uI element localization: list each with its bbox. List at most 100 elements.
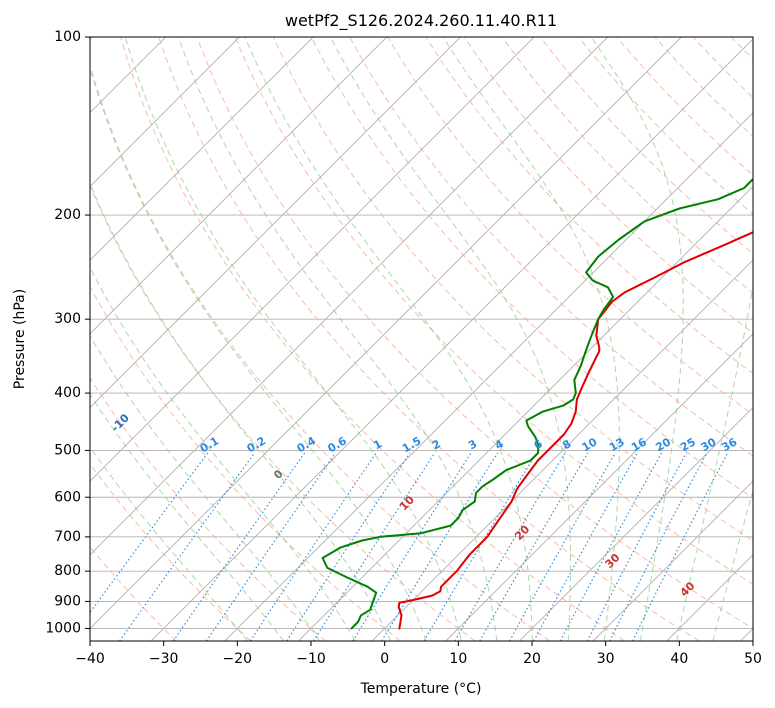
isobar-gridlines <box>90 37 753 629</box>
moist-adiabat-line <box>90 66 427 641</box>
dry-adiabat-line <box>654 37 753 138</box>
mixing-ratio-label: 25 <box>678 435 698 454</box>
y-tick-label: 600 <box>54 489 81 505</box>
dry-adiabat-line <box>578 37 753 215</box>
dry-adiabat-line <box>310 37 753 499</box>
isotherm-line <box>90 37 462 409</box>
mixing-ratio-line <box>352 452 472 641</box>
mixing-ratio-line <box>609 452 708 641</box>
dry-adiabat-label: -10 <box>109 411 132 434</box>
mixing-ratio-line <box>586 452 687 641</box>
mixing-ratio-line <box>205 452 336 641</box>
dry-adiabat-line <box>540 37 753 255</box>
mixing-ratio-line <box>312 452 436 641</box>
isotherm-line <box>90 37 241 188</box>
mixing-ratio-line <box>381 452 499 641</box>
y-tick-label: 800 <box>54 563 81 579</box>
moist-adiabat-label: 20 <box>512 523 532 543</box>
dry-adiabat-line <box>90 285 401 641</box>
isotherm-line <box>90 37 314 261</box>
isotherm-line <box>371 259 753 641</box>
x-tick-label: −30 <box>149 651 179 667</box>
mixing-ratio-line <box>509 452 616 641</box>
plot-area: -100-90-80-70-60-50-40-30-20-100.10.20.4… <box>90 37 775 641</box>
y-tick-label: 200 <box>54 207 81 223</box>
moist-adiabat-line <box>90 266 356 641</box>
dry-adiabat-line <box>90 463 252 641</box>
dry-adiabat-line <box>387 37 753 416</box>
mixing-ratio-label: 30 <box>699 435 719 454</box>
sounding-series <box>321 177 753 630</box>
dry-adiabat-line <box>234 37 753 585</box>
moist-adiabat-line <box>676 282 753 641</box>
mixing-ratio-line <box>479 452 589 641</box>
dry-adiabat-line <box>196 37 753 630</box>
isotherm-line <box>90 37 609 556</box>
y-tick-label: 900 <box>54 593 81 609</box>
moist-adiabat-line <box>329 37 571 641</box>
dry-adiabat-line <box>349 37 753 457</box>
moist-adiabat-line <box>244 37 533 641</box>
moist-adiabat-line <box>90 446 248 641</box>
mixing-ratio-line <box>286 452 411 641</box>
x-axis-ticks: −40 −30 −20 −10 0 10 20 30 40 50 <box>75 641 762 667</box>
x-tick-label: −20 <box>223 651 253 667</box>
mixing-ratio-label: 0.4 <box>295 434 319 455</box>
dewpoint-profile-line <box>321 177 753 630</box>
dry-adiabat-line <box>90 63 551 641</box>
mixing-ratio-label: 1.5 <box>400 434 423 455</box>
dry-adiabat-lines <box>90 37 775 641</box>
isotherm-line <box>445 333 753 641</box>
moist-adiabat-line <box>90 393 285 641</box>
x-tick-label: 10 <box>449 651 467 667</box>
moist-adiabat-line <box>90 334 320 641</box>
moist-adiabat-line <box>90 182 392 641</box>
isotherm-line <box>224 112 753 641</box>
mixing-ratio-label: 0.6 <box>326 434 350 455</box>
dry-adiabat-line <box>616 37 753 176</box>
moist-adiabat-line <box>124 37 462 641</box>
mixing-ratio-line <box>454 452 566 641</box>
mixing-ratio-label: 0.2 <box>245 434 268 455</box>
dry-adiabat-line <box>120 37 625 641</box>
dry-adiabat-line <box>692 37 753 99</box>
mixing-ratio-line <box>559 452 663 641</box>
isotherm-line <box>90 37 388 335</box>
y-tick-label: 300 <box>54 311 81 327</box>
plot-frame <box>89 36 754 642</box>
mixing-ratio-label: 20 <box>653 435 673 454</box>
x-tick-label: 0 <box>380 651 389 667</box>
y-tick-label: 1000 <box>45 620 81 636</box>
x-tick-label: −40 <box>75 651 105 667</box>
dry-adiabat-line <box>90 376 327 641</box>
mixing-ratio-line <box>90 452 209 614</box>
moist-adiabat-line <box>712 488 753 641</box>
x-tick-label: 20 <box>523 651 541 667</box>
isotherm-line <box>518 406 753 641</box>
mixing-ratio-line <box>119 452 256 641</box>
isotherm-line <box>297 185 753 641</box>
x-tick-label: −10 <box>296 651 326 667</box>
y-tick-label: 100 <box>54 29 81 45</box>
isotherm-line <box>666 554 753 641</box>
isotherm-line <box>592 480 753 641</box>
isopleth-labels: -100-90-80-70-60-50-40-30-20-100.10.20.4… <box>109 411 740 599</box>
temperature-profile-line <box>397 231 753 630</box>
x-tick-label: 30 <box>597 651 615 667</box>
mixing-ratio-label: 13 <box>607 435 627 454</box>
y-axis-label: Pressure (hPa) <box>12 289 28 389</box>
isotherm-line <box>90 37 535 482</box>
mixing-ratio-label: 10 <box>580 435 600 454</box>
dry-adiabat-line <box>501 37 753 294</box>
moist-adiabat-line <box>177 37 498 641</box>
x-axis-label: Temperature (°C) <box>360 681 482 697</box>
dry-adiabat-line <box>463 37 753 334</box>
x-tick-label: 40 <box>670 651 688 667</box>
dry-adiabat-line <box>90 184 476 641</box>
y-tick-label: 400 <box>54 385 81 401</box>
mixing-ratio-line <box>423 452 538 641</box>
isotherm-line <box>90 37 683 630</box>
x-tick-label: 50 <box>744 651 762 667</box>
dry-adiabat-line <box>769 37 775 641</box>
mixing-ratio-line <box>632 452 729 641</box>
